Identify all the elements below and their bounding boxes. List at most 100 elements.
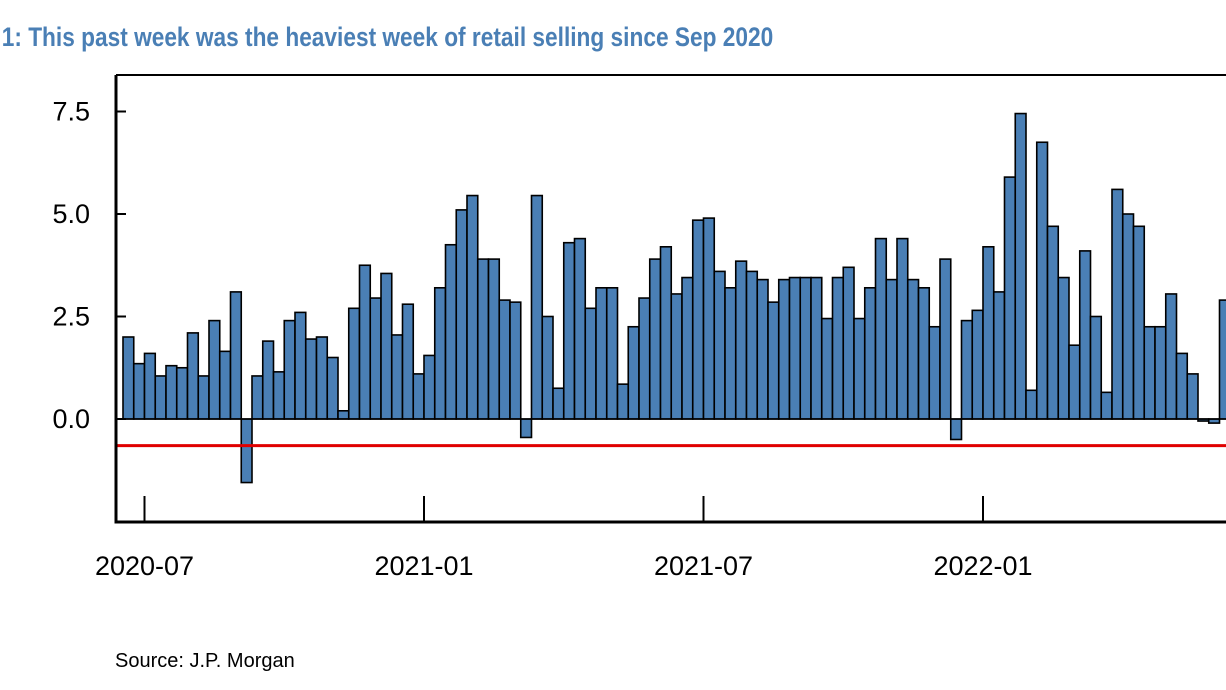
bar bbox=[1186, 373, 1199, 420]
bar bbox=[1089, 315, 1103, 420]
bar bbox=[487, 258, 501, 420]
x-tick-label: 2021-01 bbox=[374, 551, 473, 581]
source-note: Source: J.P. Morgan bbox=[115, 650, 295, 672]
bar bbox=[767, 301, 780, 420]
bar bbox=[390, 334, 404, 420]
bar bbox=[724, 286, 737, 420]
bar bbox=[1100, 391, 1113, 420]
bar bbox=[433, 286, 447, 420]
bar bbox=[337, 409, 350, 420]
bar bbox=[691, 219, 705, 420]
bar bbox=[261, 340, 275, 420]
bar bbox=[982, 246, 995, 420]
bar bbox=[1078, 250, 1092, 420]
bar bbox=[1046, 225, 1060, 420]
bar bbox=[315, 336, 329, 420]
bar bbox=[1218, 299, 1226, 420]
x-tick-label: 2021-07 bbox=[654, 551, 753, 581]
bar bbox=[519, 418, 533, 439]
bar bbox=[347, 307, 361, 420]
bar bbox=[627, 325, 640, 420]
bar bbox=[1111, 188, 1124, 420]
bar bbox=[530, 194, 544, 420]
bar bbox=[756, 278, 769, 420]
bar bbox=[1132, 225, 1146, 420]
bar bbox=[369, 297, 382, 420]
bar bbox=[509, 301, 522, 420]
bar bbox=[272, 371, 286, 420]
bar bbox=[799, 276, 812, 420]
bar bbox=[358, 264, 372, 420]
y-tick-label: 0.0 bbox=[52, 404, 90, 434]
bar bbox=[842, 266, 855, 420]
bar bbox=[616, 383, 630, 420]
bar bbox=[423, 354, 436, 420]
bar bbox=[1057, 276, 1070, 420]
y-tick-label: 5.0 bbox=[52, 199, 90, 229]
bar bbox=[595, 286, 608, 420]
bar bbox=[896, 237, 909, 420]
bar bbox=[810, 276, 823, 420]
bar bbox=[562, 241, 576, 420]
bar bbox=[1025, 389, 1038, 420]
bar bbox=[476, 258, 490, 420]
bar bbox=[638, 297, 651, 420]
bar bbox=[659, 246, 673, 420]
bar bbox=[229, 291, 243, 420]
bar bbox=[412, 373, 425, 420]
bar bbox=[820, 317, 834, 420]
bar bbox=[444, 243, 458, 420]
bar bbox=[992, 291, 1006, 420]
x-tick-label: 2020-07 bbox=[95, 551, 194, 581]
bars-group bbox=[122, 112, 1226, 484]
bar bbox=[702, 217, 716, 420]
bar bbox=[713, 270, 726, 420]
bar bbox=[874, 237, 888, 420]
bar bbox=[218, 350, 232, 420]
bar bbox=[154, 375, 167, 420]
bar bbox=[401, 303, 415, 420]
bar bbox=[949, 418, 963, 441]
bar bbox=[788, 276, 802, 420]
bar bbox=[283, 319, 296, 420]
bar bbox=[917, 286, 931, 420]
bar bbox=[326, 356, 339, 420]
bar bbox=[1014, 112, 1027, 420]
bar bbox=[143, 352, 157, 420]
bar bbox=[605, 286, 619, 420]
bar bbox=[681, 276, 694, 420]
bar bbox=[466, 194, 479, 420]
bar bbox=[132, 362, 146, 420]
bar bbox=[1143, 325, 1156, 420]
bar bbox=[186, 332, 200, 420]
bar bbox=[1164, 293, 1178, 420]
bar bbox=[853, 317, 866, 420]
bar bbox=[197, 375, 210, 420]
bar bbox=[541, 315, 554, 420]
bar bbox=[960, 319, 974, 420]
bar bbox=[670, 293, 683, 420]
bar bbox=[777, 278, 791, 420]
chart-title: re 1: This past week was the heaviest we… bbox=[0, 22, 774, 52]
bar bbox=[1068, 344, 1081, 420]
bar bbox=[734, 260, 748, 420]
bar bbox=[122, 336, 135, 420]
bar bbox=[906, 278, 920, 420]
bar bbox=[455, 209, 468, 420]
axes bbox=[114, 74, 1226, 524]
bar bbox=[552, 387, 565, 420]
bar bbox=[165, 364, 178, 420]
bar bbox=[1003, 176, 1017, 420]
bar bbox=[831, 276, 845, 420]
bar bbox=[1154, 325, 1167, 420]
bar bbox=[175, 366, 189, 420]
bar bbox=[648, 258, 662, 420]
y-axis-ticks: 0.0 2.5 5.0 7.5 bbox=[52, 97, 126, 434]
bar bbox=[745, 270, 759, 420]
bar bbox=[863, 286, 877, 420]
bar bbox=[498, 299, 511, 420]
bar bbox=[928, 325, 941, 420]
y-tick-label: 7.5 bbox=[52, 97, 90, 127]
